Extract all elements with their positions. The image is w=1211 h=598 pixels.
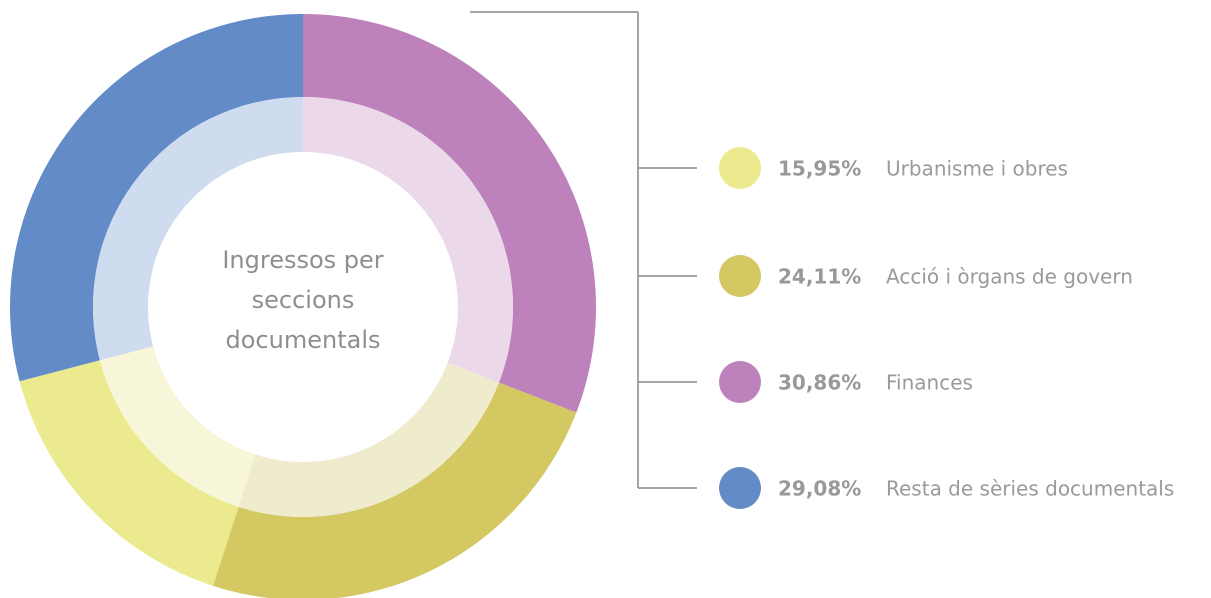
legend-swatch <box>719 255 761 297</box>
legend-value: 29,08% <box>778 477 861 501</box>
donut-segment <box>19 360 239 586</box>
legend-label: Finances <box>886 371 973 395</box>
donut-segment <box>303 14 596 413</box>
legend-label: Acció i òrgans de govern <box>886 265 1133 289</box>
donut-inner-segment <box>303 97 513 383</box>
donut-segment <box>212 382 577 598</box>
legend-swatch <box>719 467 761 509</box>
legend-value: 24,11% <box>778 265 861 289</box>
center-title: Ingressos per seccions documentals <box>222 246 384 354</box>
legend-value: 30,86% <box>778 371 861 395</box>
legend-label: Resta de sèries documentals <box>886 477 1174 501</box>
donut-inner-segment <box>238 362 499 518</box>
legend-value: 15,95% <box>778 157 861 181</box>
legend-label: Urbanisme i obres <box>886 157 1068 181</box>
legend-swatch <box>719 361 761 403</box>
donut-inner-segment <box>99 346 256 507</box>
donut-segment <box>10 14 303 382</box>
legend-swatch <box>719 147 761 189</box>
donut-inner-segment <box>93 97 303 361</box>
